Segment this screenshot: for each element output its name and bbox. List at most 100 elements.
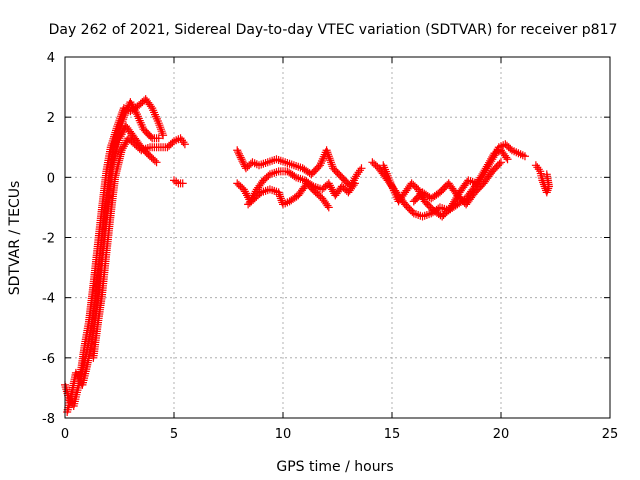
data-point: [158, 129, 167, 138]
x-tick-label: 0: [61, 427, 69, 442]
data-point: [113, 122, 122, 131]
data-point: [543, 186, 552, 195]
data-point: [502, 153, 511, 162]
data-point: [115, 134, 124, 143]
x-axis-label: GPS time / hours: [276, 459, 393, 475]
data-point: [240, 187, 249, 196]
data-point: [326, 183, 335, 192]
data-point: [234, 149, 243, 158]
y-tick-label: -2: [42, 232, 55, 247]
data-point: [126, 98, 135, 107]
data-point: [349, 181, 358, 190]
data-point: [71, 368, 80, 377]
chart-title: Day 262 of 2021, Sidereal Day-to-day VTE…: [49, 22, 618, 38]
data-point: [324, 203, 333, 212]
x-tick-label: 15: [384, 427, 401, 442]
data-point: [238, 157, 247, 166]
data-point: [274, 188, 283, 197]
data-point: [239, 158, 248, 167]
data-point: [146, 132, 155, 141]
data-point: [157, 127, 166, 136]
data-point: [533, 163, 542, 172]
data-point: [534, 165, 543, 174]
data-point: [356, 166, 365, 175]
data-point: [156, 125, 165, 134]
data-point: [127, 100, 136, 109]
data-point: [414, 185, 423, 194]
x-tick-label: 10: [275, 427, 292, 442]
data-point: [114, 118, 123, 127]
data-point: [270, 186, 279, 195]
data-point: [324, 179, 333, 188]
series-arc-f: [233, 146, 366, 191]
data-point: [357, 164, 366, 173]
data-point: [324, 150, 333, 159]
y-tick-label: -8: [42, 412, 55, 427]
series-arc-h: [244, 179, 333, 212]
data-point: [179, 138, 188, 147]
data-point: [352, 172, 361, 181]
data-point: [176, 134, 185, 143]
data-point: [520, 152, 529, 161]
data-point: [118, 128, 127, 137]
data-point: [72, 370, 81, 379]
data-point: [354, 168, 363, 177]
data-point: [178, 179, 187, 188]
data-point: [116, 112, 125, 121]
data-point: [119, 142, 128, 151]
data-point: [326, 158, 335, 167]
data-point: [328, 185, 337, 194]
data-point: [322, 146, 331, 155]
series-arc-d: [89, 134, 189, 362]
data-point: [327, 160, 336, 169]
data-point: [116, 114, 125, 123]
data-point: [350, 179, 359, 188]
data-point: [233, 146, 242, 155]
data-point: [542, 170, 551, 179]
data-point: [172, 177, 181, 186]
data-point: [235, 151, 244, 160]
plot-border: [64, 56, 611, 419]
data-point: [180, 140, 189, 149]
data-point: [120, 140, 129, 149]
data-point: [117, 130, 126, 139]
series-arc-c: [76, 95, 168, 380]
data-point: [250, 159, 259, 168]
data-point: [503, 155, 512, 164]
x-tick-label: 5: [170, 427, 178, 442]
data-point: [117, 110, 126, 119]
data-point: [276, 194, 285, 203]
y-axis-label: SDTVAR / TECUs: [7, 181, 23, 296]
data-point: [495, 159, 504, 168]
data-point: [323, 201, 332, 210]
data-point: [234, 148, 243, 157]
data-point: [154, 119, 163, 128]
data-point: [290, 172, 299, 181]
data-point: [156, 123, 165, 132]
data-point: [275, 190, 284, 199]
data-point: [325, 154, 334, 163]
y-tick-label: 0: [47, 171, 55, 186]
data-point: [239, 185, 248, 194]
data-point: [118, 144, 127, 153]
data-point: [154, 134, 163, 143]
data-point: [497, 158, 505, 167]
data-point: [159, 131, 168, 140]
data-point: [325, 181, 334, 190]
series-arc-e: [170, 176, 187, 188]
y-tick-label: -6: [42, 352, 55, 367]
y-tick-label: 4: [47, 51, 55, 66]
grid-lines: [65, 57, 610, 418]
series-arc-l: [531, 161, 553, 197]
x-tick-label: 20: [493, 427, 510, 442]
data-point: [155, 121, 164, 130]
data-point: [236, 153, 245, 162]
series-arc-k: [409, 158, 505, 209]
data-point: [353, 170, 362, 179]
data-points: [61, 95, 553, 416]
data-point: [328, 162, 337, 171]
data-point: [115, 116, 124, 125]
data-point: [177, 136, 186, 145]
y-tick-label: -4: [42, 292, 55, 307]
